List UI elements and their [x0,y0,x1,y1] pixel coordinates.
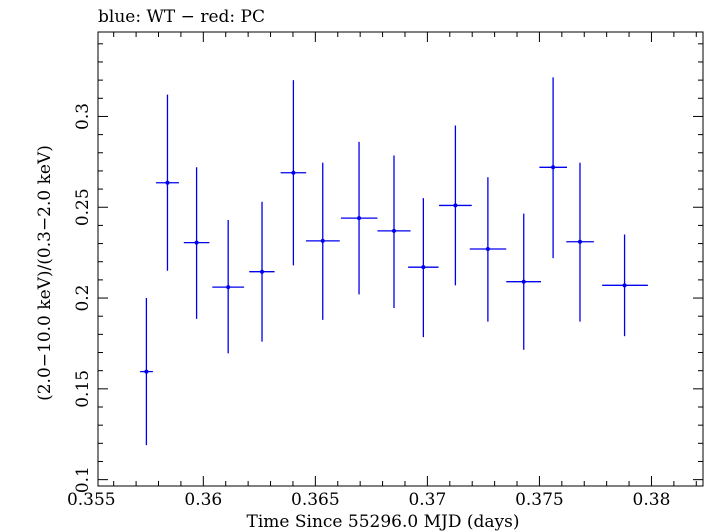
data-point [469,177,507,322]
point-marker [226,285,231,290]
data-point [183,167,210,319]
point-marker [392,228,397,233]
x-axis-ticks [113,32,697,486]
y-tick-label: 0.2 [73,285,93,312]
y-tick-label: 0.1 [73,466,93,493]
point-marker [521,279,526,284]
y-tick-label: 0.15 [73,370,93,408]
data-series [140,77,648,446]
point-marker [291,170,296,175]
x-tick-label: 0.355 [67,490,116,510]
point-marker [144,369,149,374]
x-tick-label: 0.375 [515,490,564,510]
point-marker [260,269,265,274]
plot-frame [97,31,704,487]
y-axis-ticks [98,43,703,481]
point-marker [165,180,170,185]
point-marker [485,247,490,252]
point-marker [421,265,426,270]
data-point [340,141,378,295]
x-axis-label: Time Since 55296.0 MJD (days) [247,512,520,532]
x-tick-label: 0.37 [408,490,446,510]
y-axis-label: (2.0−10.0 keV)/(0.3−2.0 keV) [35,145,55,401]
point-marker [551,165,556,170]
point-marker [357,216,362,221]
data-point [140,298,153,446]
x-tick-label: 0.365 [291,490,340,510]
data-point [249,201,275,342]
x-axis-tick-labels: 0.355 0.36 0.365 0.37 0.375 0.38 [67,490,670,510]
data-point [280,80,307,266]
data-point [305,162,340,320]
data-point [506,213,541,350]
x-tick-label: 0.36 [184,490,222,510]
y-tick-label: 0.25 [73,188,93,226]
data-point [377,155,411,309]
y-tick-label: 0.3 [73,103,93,130]
point-marker [622,283,627,288]
data-point [439,125,472,286]
data-point [156,94,179,271]
point-marker [320,238,325,243]
chart-title: blue: WT − red: PC [98,7,265,27]
point-marker [194,240,199,245]
data-point [602,234,648,337]
data-point [566,162,594,322]
y-axis-tick-labels: 0.1 0.15 0.2 0.25 0.3 [73,103,93,493]
data-point [408,198,439,338]
x-tick-label: 0.38 [633,490,671,510]
data-point [539,77,567,259]
data-point [212,219,245,354]
point-marker [577,239,582,244]
point-marker [453,203,458,208]
